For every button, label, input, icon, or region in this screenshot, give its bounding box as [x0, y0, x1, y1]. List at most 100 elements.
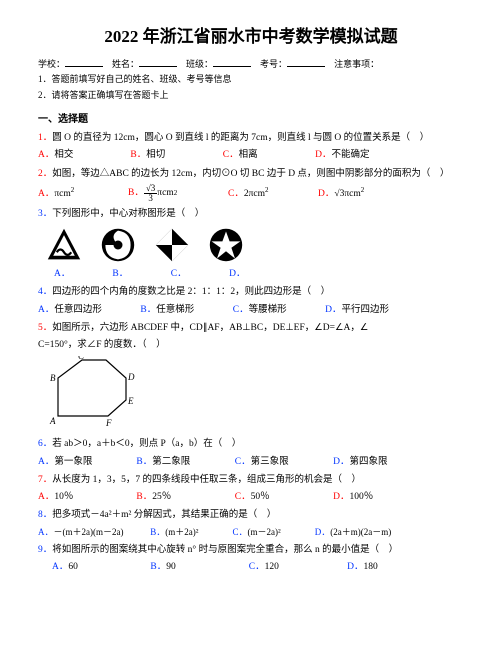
q3-opt-a: A． — [54, 267, 110, 281]
hexagon-figure: B C D E F A — [48, 356, 464, 433]
q4-opt-c: C．等腰梯形 — [233, 303, 323, 317]
opt-text: 平行四边形 — [342, 303, 390, 317]
q1-text: 圆 O 的直径为 12cm，圆心 O 到直线 l 的距离为 7cm，则直线 l … — [52, 133, 429, 143]
opt-text: 2πcm — [244, 187, 265, 201]
note-2: 2．请将答案正确填写在答题卡上 — [38, 89, 464, 103]
q4-options: A．任意四边形 B．任意梯形 C．等腰梯形 D．平行四边形 — [38, 303, 464, 317]
blank-examno — [287, 56, 325, 67]
q6-opt-a: A．第一象限 — [38, 455, 134, 469]
q7-num: 7． — [38, 475, 52, 485]
opt-letter: D． — [318, 187, 334, 201]
opt-letter: C． — [228, 187, 244, 201]
q7-options: A．10％ B．25％ C．50％ D．100％ — [38, 490, 464, 504]
opt-letter: A． — [54, 267, 70, 281]
opt-letter: C． — [249, 560, 265, 574]
q6-opt-d: D．第四象限 — [333, 455, 429, 469]
q9-opt-b: B．90 — [150, 560, 246, 574]
opt-letter: A． — [38, 490, 54, 504]
q8-opt-c: C．(m－2a)² — [233, 526, 313, 540]
opt-letter: C． — [233, 303, 249, 317]
opt-letter: B． — [136, 455, 152, 469]
q1-opt-a: A．相交 — [38, 148, 128, 162]
q8-num: 8． — [38, 510, 52, 520]
opt-letter: D． — [333, 490, 349, 504]
opt-text: 相切 — [146, 148, 165, 162]
question-1: 1．圆 O 的直径为 12cm，圆心 O 到直线 l 的距离为 7cm，则直线 … — [38, 131, 464, 145]
label-a: A — [49, 416, 56, 426]
label-d: D — [127, 372, 135, 382]
note-1: 1．答题前填写好自己的姓名、班级、考号等信息 — [38, 73, 464, 87]
q3-opt-c: C． — [171, 267, 227, 281]
fraction: √33 — [144, 184, 157, 203]
opt-letter: A． — [38, 303, 54, 317]
q9-num: 9． — [38, 545, 52, 555]
q1-options: A．相交 B．相切 C．相离 D．不能确定 — [38, 148, 464, 162]
opt-text: 第三象限 — [251, 455, 289, 469]
blank-class — [213, 56, 251, 67]
opt-text: 不能确定 — [332, 148, 370, 162]
label-b: B — [50, 373, 56, 383]
page-title: 2022 年浙江省丽水市中考数学模拟试题 — [38, 24, 464, 50]
q7-text: 从长度为 1，3，5，7 的四条线段中任取三条，组成三角形的机会是（ ） — [52, 475, 361, 485]
opt-text: 任意四边形 — [54, 303, 102, 317]
opt-letter: B． — [136, 490, 152, 504]
q6-text: 若 ab＞0，a＋b＜0，则点 P（a，b）在（ ） — [52, 439, 241, 449]
q8-text: 把多项式－4a²＋m² 分解因式，其结果正确的是（ ） — [52, 510, 276, 520]
opt-text: πcm — [157, 186, 173, 200]
opt-letter: B． — [128, 186, 144, 200]
opt-text: 相交 — [54, 148, 73, 162]
q1-opt-d: D．不能确定 — [315, 148, 405, 162]
q2-text: 如图，等边△ABC 的边长为 12cm，内切⊙O 切 BC 边于 D 点，则图中… — [52, 169, 449, 179]
q1-opt-b: B．相切 — [130, 148, 220, 162]
q2-options: A．πcm2 B． √33 πcm2 C．2πcm2 D．√3 πcm2 — [38, 184, 464, 203]
q3-text: 下列图形中，中心对称图形是（ ） — [52, 209, 204, 219]
opt-letter: C． — [235, 490, 251, 504]
q3-opt-b: B． — [112, 267, 168, 281]
q3-opt-d: D． — [229, 267, 285, 281]
q9-opt-c: C．120 — [249, 560, 345, 574]
label-examno: 考号： — [260, 59, 287, 69]
opt-letter: A． — [38, 148, 54, 162]
opt-letter: B． — [140, 303, 156, 317]
q7-opt-b: B．25％ — [136, 490, 232, 504]
q2-opt-a: A．πcm2 — [38, 185, 128, 201]
q4-opt-d: D．平行四边形 — [325, 303, 415, 317]
opt-letter: D． — [347, 560, 363, 574]
label-f: F — [105, 418, 112, 428]
opt-letter: A． — [38, 526, 54, 540]
opt-text: 50％ — [251, 490, 270, 504]
q8-opt-b: B．(m＋2a)² — [150, 526, 230, 540]
opt-letter: D． — [315, 526, 331, 540]
opt-letter: A． — [38, 187, 54, 201]
q3-options: A． B． C． D． — [38, 267, 464, 281]
q1-opt-c: C．相离 — [223, 148, 313, 162]
opt-letter: A． — [38, 455, 54, 469]
triangle-icon — [46, 227, 82, 263]
opt-letter: B． — [130, 148, 146, 162]
label-name: 姓名： — [112, 59, 139, 69]
question-6: 6．若 ab＞0，a＋b＜0，则点 P（a，b）在（ ） — [38, 437, 464, 451]
q6-opt-b: B．第二象限 — [136, 455, 232, 469]
question-8: 8．把多项式－4a²＋m² 分解因式，其结果正确的是（ ） — [38, 508, 464, 522]
opt-text: 第四象限 — [350, 455, 388, 469]
q2-num: 2． — [38, 169, 52, 179]
opt-letter: D． — [325, 303, 341, 317]
opt-text: (m－2a)² — [248, 526, 281, 540]
question-3: 3．下列图形中，中心对称图形是（ ） — [38, 207, 464, 221]
opt-text: 第二象限 — [152, 455, 190, 469]
question-7: 7．从长度为 1，3，5，7 的四条线段中任取三条，组成三角形的机会是（ ） — [38, 473, 464, 487]
label-attention: 注意事项： — [334, 59, 379, 69]
opt-text: πcm — [344, 187, 360, 201]
q8-opt-d: D．(2a＋m)(2a－m) — [315, 526, 425, 540]
opt-letter: D． — [333, 455, 349, 469]
q4-text: 四边形的四个内角的度数之比是 2：1：1：2，则此四边形是（ ） — [52, 287, 330, 297]
q2-opt-b: B． √33 πcm2 — [128, 184, 228, 203]
question-2: 2．如图，等边△ABC 的边长为 12cm，内切⊙O 切 BC 边于 D 点，则… — [38, 167, 464, 181]
opt-letter: D． — [229, 267, 245, 281]
label-e: E — [127, 396, 134, 406]
q9-opt-a: A．60 — [52, 560, 148, 574]
opt-text: (m＋2a)² — [165, 526, 198, 540]
opt-letter: A． — [52, 560, 68, 574]
label-c: C — [78, 356, 85, 361]
q2-opt-d: D．√3 πcm2 — [318, 185, 408, 201]
